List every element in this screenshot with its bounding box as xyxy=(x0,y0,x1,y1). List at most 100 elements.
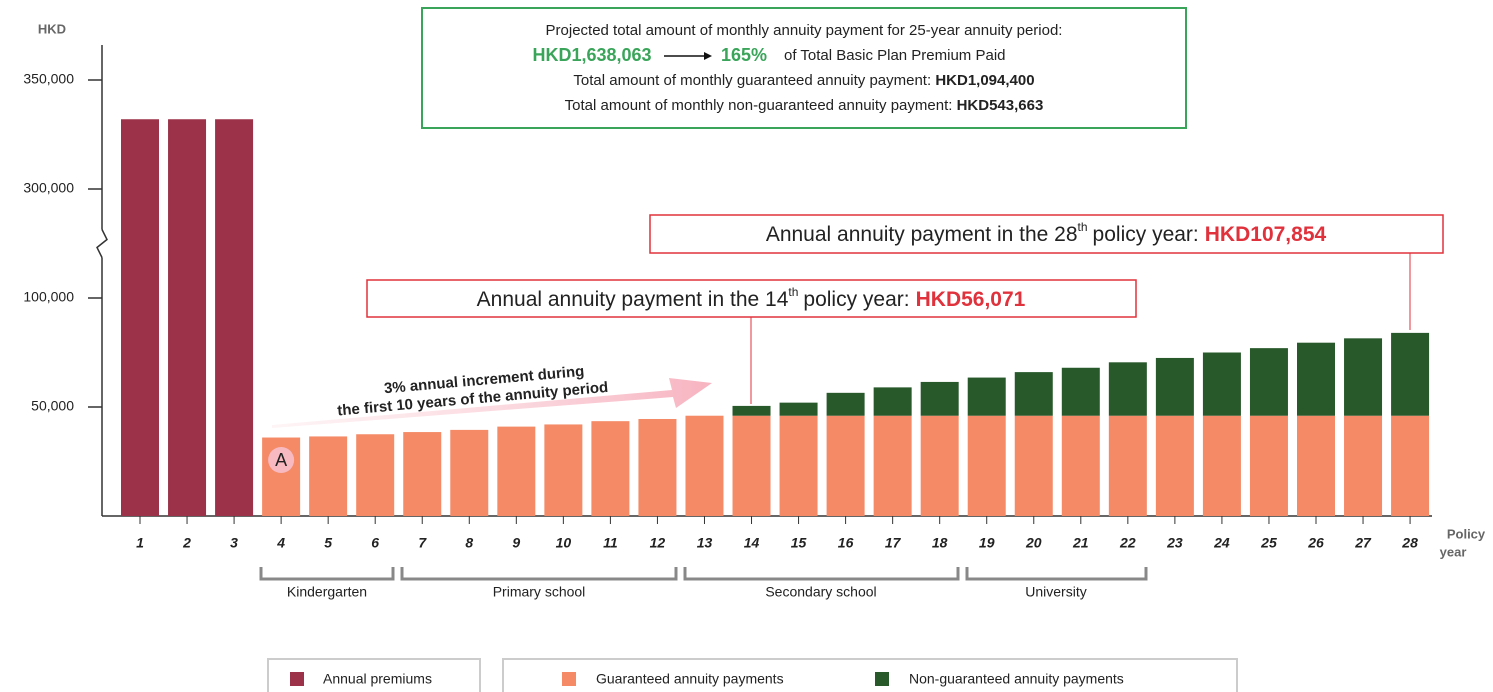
bar xyxy=(920,415,959,516)
bar xyxy=(591,421,630,516)
bar xyxy=(1391,332,1430,416)
summary-box xyxy=(421,7,1187,129)
bracket xyxy=(683,567,960,581)
bar xyxy=(920,381,959,416)
bar xyxy=(450,429,489,516)
x-tick-label: 24 xyxy=(1213,535,1230,551)
x-tick-label: 18 xyxy=(932,535,948,551)
bar xyxy=(638,418,677,516)
legend-label: Non-guaranteed annuity payments xyxy=(909,671,1124,687)
bar xyxy=(1014,372,1053,416)
callout-box xyxy=(649,214,1444,254)
x-tick-label: 20 xyxy=(1025,535,1042,551)
x-tick-label: 9 xyxy=(512,535,520,551)
callout-box xyxy=(366,279,1137,318)
y-tick-label: 50,000 xyxy=(31,398,74,414)
x-tick-label: 23 xyxy=(1166,535,1183,551)
bar xyxy=(215,119,254,517)
legend-box xyxy=(267,658,481,692)
x-tick-label: 16 xyxy=(838,535,854,551)
stage-label: University xyxy=(1025,584,1086,600)
x-tick-label: 3 xyxy=(230,535,238,551)
legend-swatch xyxy=(875,672,889,686)
callout-post: policy year: xyxy=(803,288,909,311)
bar xyxy=(1014,415,1053,516)
x-axis-label: Policy xyxy=(1447,526,1486,541)
callout-pre: Annual annuity payment in the 14 xyxy=(477,288,789,311)
bar xyxy=(121,119,159,517)
x-tick-label: 2 xyxy=(182,535,191,551)
callout-value: HKD56,071 xyxy=(916,288,1026,311)
bracket xyxy=(259,567,395,581)
x-tick-label: 22 xyxy=(1119,535,1136,551)
bar xyxy=(826,392,865,416)
bar xyxy=(1249,348,1288,416)
bar xyxy=(967,377,1006,416)
bar xyxy=(732,405,771,416)
bar xyxy=(1344,415,1383,516)
x-tick-label: 13 xyxy=(697,535,713,551)
callout-sup: th xyxy=(788,285,798,299)
x-tick-label: 14 xyxy=(744,535,760,551)
x-axis-label: year xyxy=(1440,544,1467,559)
legend-label: Annual premiums xyxy=(323,671,432,687)
bar xyxy=(309,436,348,516)
x-tick-label: 21 xyxy=(1072,535,1089,551)
bar xyxy=(1297,342,1335,416)
bar xyxy=(168,119,207,517)
increment-arrow xyxy=(272,378,712,428)
x-tick-label: 27 xyxy=(1354,535,1372,551)
bar xyxy=(1155,415,1194,516)
x-tick-label: 4 xyxy=(276,535,285,551)
x-tick-label: 25 xyxy=(1260,535,1277,551)
summary-guaranteed: Total amount of monthly guaranteed annui… xyxy=(573,72,1034,89)
x-tick-label: 28 xyxy=(1401,535,1418,551)
bar xyxy=(544,424,583,516)
callout-post: policy year: xyxy=(1093,223,1199,246)
x-tick-label: 8 xyxy=(465,535,473,551)
summary-total: HKD1,638,063 xyxy=(532,45,651,65)
legend-box xyxy=(502,658,1238,692)
x-tick-label: 11 xyxy=(603,535,618,551)
bar xyxy=(1202,415,1241,516)
stage-label: Secondary school xyxy=(765,584,876,600)
summary-line: Projected total amount of monthly annuit… xyxy=(546,22,1063,39)
bar xyxy=(1061,367,1100,416)
bar xyxy=(497,426,536,516)
summary-percent: 165% xyxy=(721,45,767,65)
legend-swatch xyxy=(562,672,576,686)
stage-label: Kindergarten xyxy=(287,584,367,600)
bar xyxy=(873,415,912,516)
bar xyxy=(826,415,865,516)
bar xyxy=(1108,415,1147,516)
bar xyxy=(967,415,1006,516)
bar xyxy=(779,402,818,416)
summary-percent-text: of Total Basic Plan Premium Paid xyxy=(784,47,1006,64)
summary-nonguaranteed: Total amount of monthly non-guaranteed a… xyxy=(565,97,1044,114)
x-tick-label: 6 xyxy=(371,535,379,551)
bar xyxy=(1297,415,1335,516)
legend: Annual premiums Guaranteed annuity paymen… xyxy=(290,671,1124,687)
bar xyxy=(873,387,912,416)
bar xyxy=(1391,415,1430,516)
legend-swatch xyxy=(290,672,304,686)
bar xyxy=(1155,357,1194,416)
bar xyxy=(685,415,724,516)
y-tick-label: 100,000 xyxy=(23,289,74,305)
bar xyxy=(1249,415,1288,516)
x-tick-label: 12 xyxy=(650,535,666,551)
bar xyxy=(779,415,818,516)
bar xyxy=(1344,338,1383,416)
x-tick-label: 26 xyxy=(1307,535,1324,551)
bar xyxy=(732,415,771,516)
y-tick-label: 350,000 xyxy=(23,71,74,87)
stage-brackets xyxy=(259,567,1148,581)
x-tick-label: 5 xyxy=(324,535,332,551)
stage-label: Primary school xyxy=(493,584,586,600)
bar xyxy=(1202,352,1241,416)
label: Total amount of monthly guaranteed annui… xyxy=(573,72,931,89)
bar xyxy=(356,434,395,516)
y-tick-label: 300,000 xyxy=(23,180,74,196)
